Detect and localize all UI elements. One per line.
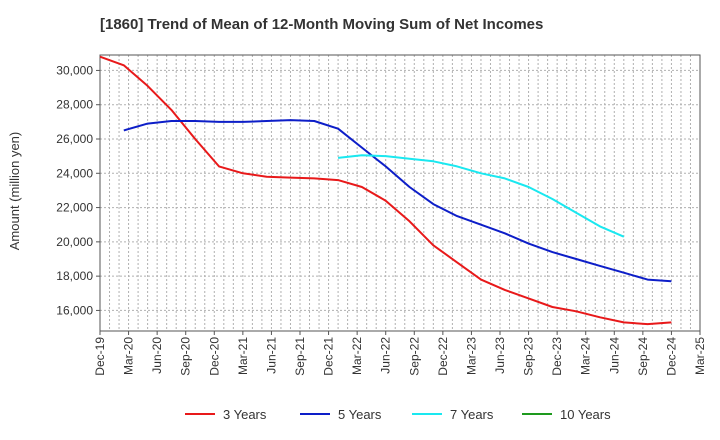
y-tick-label: 22,000 [56,201,93,215]
plot-frame [99,54,701,332]
series-line-3-years [99,55,672,326]
y-tick-label: 30,000 [56,63,93,77]
x-tick-label: Mar-24 [579,337,593,375]
y-tick-label: 20,000 [56,235,93,249]
y-tick-label: 26,000 [56,132,93,146]
y-axis-label: Amount (million yen) [7,132,22,251]
x-tick-label: Jun-23 [493,337,507,374]
x-tick-label: Sep-24 [636,337,650,376]
series-line-7-years [337,154,625,238]
x-tick-label: Sep-22 [407,337,421,376]
chart-title: [1860] Trend of Mean of 12-Month Moving … [100,16,543,33]
x-tick-label: Jun-20 [150,337,164,374]
x-tick-label: Jun-24 [607,337,621,374]
x-tick-label: Jun-21 [264,337,278,374]
y-tick-label: 18,000 [56,269,93,283]
x-tick-label: Dec-24 [664,337,678,376]
legend-label: 10 Years [560,407,611,422]
y-tick-label: 28,000 [56,98,93,112]
x-tick-label: Mar-20 [122,337,136,375]
x-axis-ticks: Dec-19 Mar-20 Jun-20 Sep-20 Dec-20 Mar-21 Jun-… [93,331,707,376]
x-tick-label: Dec-22 [436,337,450,376]
x-tick-label: Dec-21 [322,337,336,376]
y-axis-ticks: 16,000 18,000 20,000 22,000 24,000 26,000 28,0… [56,63,100,317]
x-tick-label: Mar-21 [236,337,250,375]
x-tick-label: Sep-20 [179,337,193,376]
y-tick-label: 16,000 [56,303,93,317]
x-tick-label: Mar-23 [464,337,478,375]
grid [99,55,701,331]
series-line-5-years [123,119,672,283]
x-tick-label: Sep-21 [293,337,307,376]
x-tick-label: Dec-20 [207,337,221,376]
axes [99,54,701,332]
legend-label: 3 Years [223,407,267,422]
x-tick-label: Sep-23 [522,337,536,376]
legend-label: 5 Years [338,407,382,422]
x-tick-label: Jun-22 [379,337,393,374]
legend-label: 7 Years [450,407,494,422]
x-tick-label: Dec-23 [550,337,564,376]
x-tick-label: Mar-22 [350,337,364,375]
x-tick-label: Mar-25 [693,337,707,375]
x-tick-label: Dec-19 [93,337,107,376]
y-tick-label: 24,000 [56,166,93,180]
legend: 3 Years 5 Years 7 Years 10 Years [185,407,611,422]
series-lines [99,55,672,326]
